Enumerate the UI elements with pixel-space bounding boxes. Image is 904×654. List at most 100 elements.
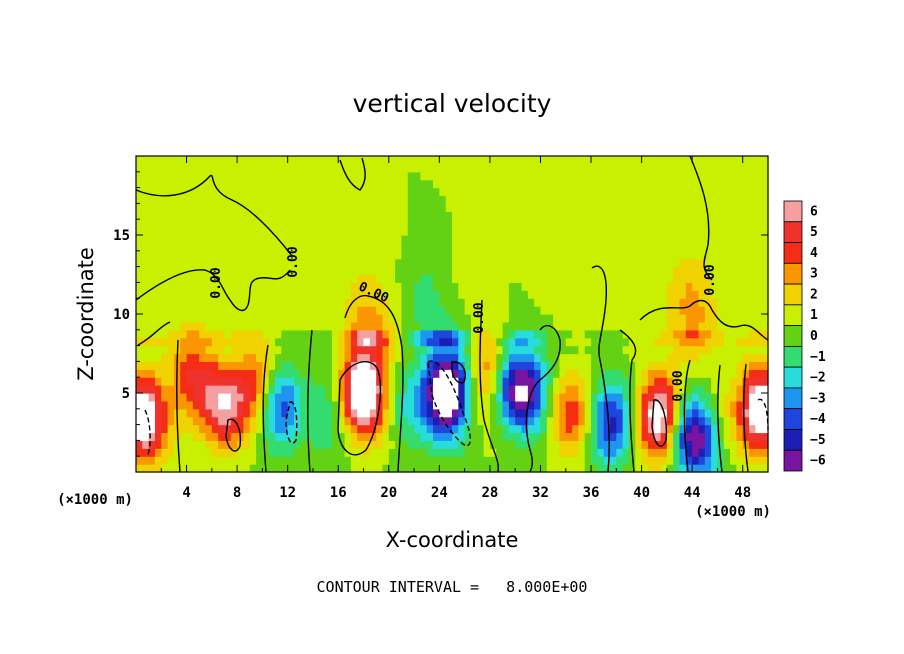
field-cell [199,298,207,307]
field-cell [211,266,219,276]
field-cell [401,345,409,355]
field-cell [262,235,270,244]
field-cell [673,290,681,299]
field-cell [256,171,263,181]
field-cell [312,290,320,299]
field-cell [224,321,232,331]
contour-label: 0.00 [671,370,686,401]
field-cell [534,464,542,473]
field-cell [281,156,289,165]
field-cell [199,250,207,260]
field-cell [256,424,263,434]
field-cell [761,187,769,197]
field-cell [559,203,567,212]
field-cell [508,456,516,465]
field-cell [578,258,586,268]
field-cell [142,227,150,236]
field-cell [711,416,719,426]
field-cell [281,306,289,315]
field-cell [452,424,459,434]
field-cell [154,306,162,315]
field-cell [192,250,200,260]
field-cell [344,321,352,331]
field-cell [420,156,428,165]
field-cell [477,195,485,204]
field-cell [414,258,421,268]
field-cell [496,321,504,331]
field-cell [622,179,630,189]
field-cell [597,163,605,173]
field-cell [742,171,750,181]
field-cell [338,211,346,220]
field-cell [224,353,232,362]
field-cell [445,274,453,283]
field-cell [685,306,693,315]
field-cell [546,400,554,410]
field-cell [749,416,756,426]
field-cell [268,298,276,307]
field-cell [218,227,226,236]
field-cell [420,353,428,362]
field-cell [704,163,712,173]
field-cell [502,361,510,370]
field-cell [173,321,181,331]
field-cell [591,377,598,386]
field-cell [578,400,586,410]
field-cell [470,448,478,457]
field-cell [496,227,504,236]
field-cell [173,258,181,268]
field-cell [256,163,263,173]
field-cell [464,416,472,426]
field-cell [357,416,365,426]
colorbar-swatch [783,221,803,243]
field-cell [426,298,434,307]
z-tick-label: 5 [122,386,130,402]
field-cell [369,203,377,212]
field-cell [256,337,263,347]
field-cell [736,329,744,339]
field-cell [565,321,573,331]
field-cell [521,432,529,441]
field-cell [641,464,649,473]
field-cell [717,211,725,220]
field-cell [161,235,169,244]
field-cell [540,385,548,394]
field-cell [211,211,219,220]
field-cell [325,203,333,212]
field-cell [243,393,251,402]
field-cell [268,219,276,228]
field-cell [154,408,162,418]
field-cell [199,424,207,434]
field-cell [483,393,491,402]
field-cell [761,258,769,268]
field-cell [218,314,226,323]
field-cell [369,464,377,473]
field-cell [723,353,731,362]
field-cell [603,369,611,378]
field-cell [268,353,276,362]
field-cell [357,250,365,260]
field-cell [610,432,617,441]
field-cell [256,345,263,355]
field-cell [136,345,143,355]
field-cell [477,187,485,197]
field-cell [603,345,611,355]
field-cell [445,408,453,418]
field-cell [319,258,327,268]
field-cell [723,408,731,418]
field-cell [376,424,384,434]
field-cell [761,377,769,386]
field-cell [711,187,719,197]
field-cell [546,282,554,291]
field-cell [357,369,365,378]
field-cell [275,266,282,276]
field-cell [363,369,371,378]
field-cell [306,424,314,434]
field-cell [445,448,453,457]
field-cell [679,179,687,189]
field-cell [515,456,523,465]
field-cell [433,306,440,315]
field-cell [635,440,643,449]
field-cell [635,187,643,197]
field-cell [610,337,617,347]
